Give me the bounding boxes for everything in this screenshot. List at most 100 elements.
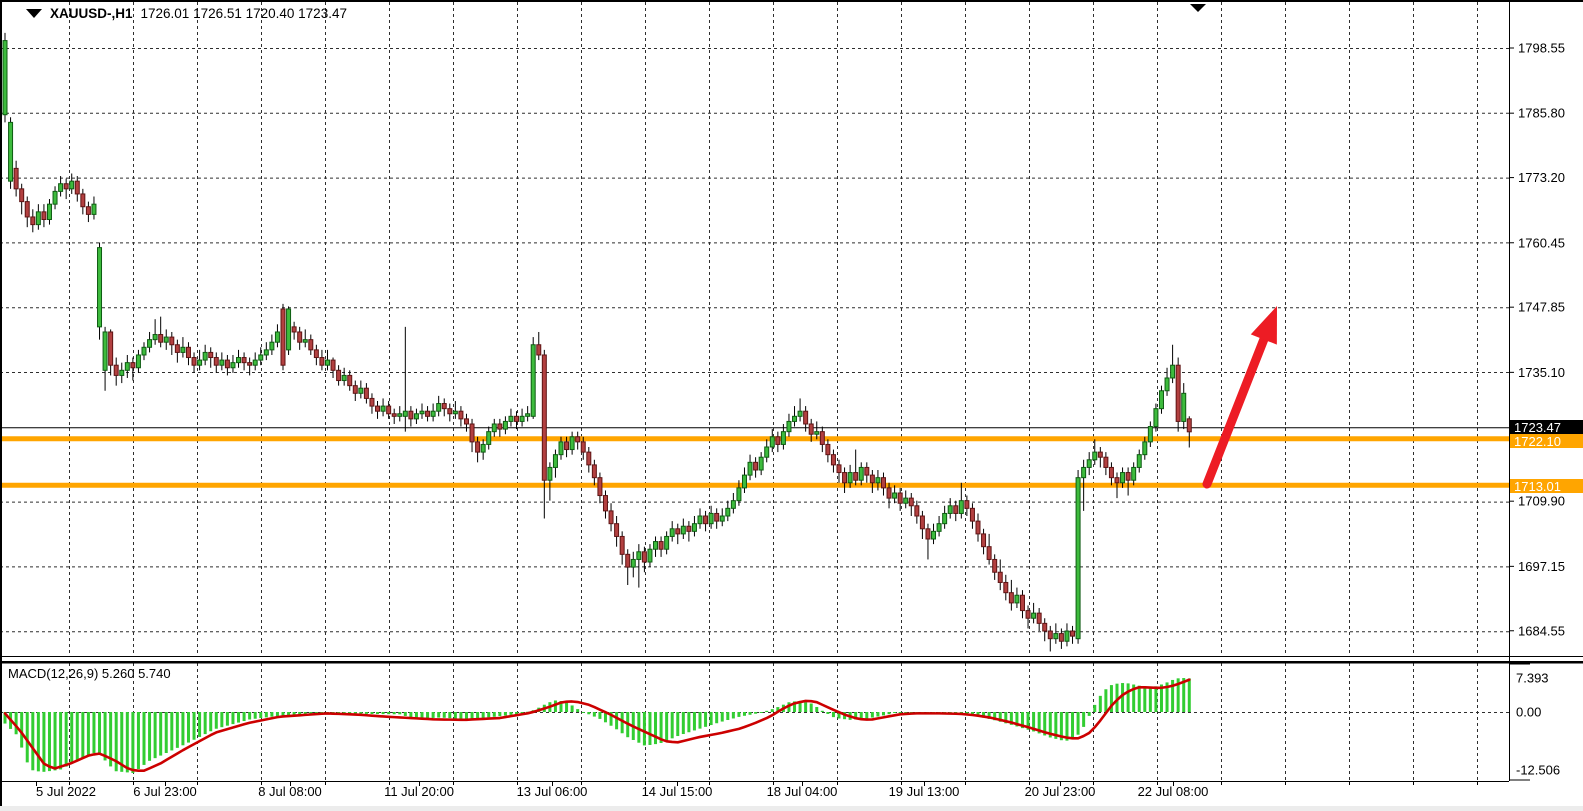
bull-candle [892,492,898,499]
macd-histogram-bar [1054,712,1058,739]
macd-histogram-bar [1132,684,1136,712]
bear-candle [914,505,920,517]
bull-candle [141,346,147,356]
current-price-badge: 1723.47 [1510,420,1583,435]
macd-histogram-bar [142,712,146,765]
macd-histogram-bar [59,712,63,770]
bull-candle [1081,466,1087,479]
macd-histogram-bar [553,700,557,712]
macd-histogram-bar [370,712,374,714]
macd-histogram-bar [592,712,596,717]
macd-histogram-bar [637,712,641,743]
price-axis-label: 1785.80 [1518,106,1565,121]
bear-candle [919,515,925,530]
bull-candle [569,436,575,451]
macd-histogram-bar [1121,683,1125,712]
symbol-dropdown-icon[interactable] [26,9,42,18]
macd-histogram-bar [854,712,858,720]
macd-histogram-bar [75,712,79,761]
macd-histogram-bar [1182,678,1186,712]
macd-histogram-bar [109,712,113,767]
macd-histogram-bar [453,712,457,719]
bull-candle [419,410,425,415]
bull-candle [552,454,558,468]
bear-candle [336,369,342,382]
macd-histogram-bar [248,712,252,720]
bull-candle [647,548,653,563]
macd-histogram-bar [559,700,563,712]
bull-candle [286,308,292,351]
bear-candle [597,477,603,497]
macd-histogram-bar [798,700,802,712]
price-axis-label: 1697.15 [1518,559,1565,574]
macd-histogram-bar [203,712,207,735]
macd-histogram-bar [987,712,991,719]
bear-candle [703,515,709,525]
bear-candle [614,523,620,537]
bull-candle [747,461,753,476]
bull-candle [274,331,280,343]
time-axis-label: 18 Jul 04:00 [767,784,838,799]
bear-candle [808,423,814,435]
macd-histogram-bar [136,712,140,769]
time-axis-label: 5 Jul 2022 [36,784,96,799]
macd-histogram-bar [98,712,102,755]
bull-candle [508,415,514,422]
macd-histogram-bar [86,712,90,756]
price-axis-label: 1798.55 [1518,41,1565,56]
macd-histogram-bar [481,712,485,718]
bull-candle [792,415,798,422]
macd-histogram-bar [603,712,607,723]
macd-histogram-bar [292,712,296,715]
bull-candle [452,410,458,415]
macd-histogram-bar [1109,685,1113,712]
bull-candle [903,497,909,504]
time-axis-label: 13 Jul 06:00 [517,784,588,799]
bull-candle [1120,472,1126,484]
panel-separator-bar[interactable] [0,661,1583,664]
bull-candle [653,541,659,550]
price-axis-label: 1684.55 [1518,623,1565,638]
macd-signal-line [3,678,1191,773]
bull-candle [664,535,670,550]
macd-histogram-bar [103,712,107,761]
macd-histogram-bar [70,712,74,764]
trend-arrow-head[interactable] [1250,306,1277,345]
bull-candle [669,528,675,537]
macd-histogram-bar [170,712,174,751]
bull-candle [163,336,169,343]
bear-candle [825,443,831,456]
bear-candle [375,405,381,412]
macd-histogram-bar [214,712,218,729]
macd-histogram-bar [192,712,196,740]
macd-histogram-bar [687,712,691,733]
macd-histogram-bar [1137,685,1141,712]
macd-histogram-bar [865,712,869,719]
bear-candle [986,546,992,560]
macd-histogram-bar [159,712,163,756]
macd-histogram-bar [1115,683,1119,712]
macd-histogram-bar [1187,678,1191,712]
bull-candle [1153,408,1159,428]
trend-arrow-shaft[interactable] [1202,329,1271,489]
bull-candle [8,121,14,182]
chart-shift-marker-icon[interactable] [1190,4,1206,12]
bear-candle [19,188,25,203]
macd-histogram-bar [870,712,874,718]
macd-histogram-bar [676,712,680,737]
macd-histogram-bar [181,712,185,746]
bull-candle [780,431,786,445]
macd-histogram-bar [259,712,263,719]
macd-histogram-bar [398,712,402,715]
ohlc-readout: 1726.01 1726.51 1720.40 1723.47 [140,6,347,21]
macd-histogram-bar [64,712,68,767]
bear-candle [1103,456,1109,468]
bear-candle [591,464,597,479]
macd-histogram-bar [53,712,57,771]
bear-candle [158,334,164,343]
bear-candle [975,520,981,535]
bull-candle [152,334,158,341]
bear-candle [441,403,447,410]
